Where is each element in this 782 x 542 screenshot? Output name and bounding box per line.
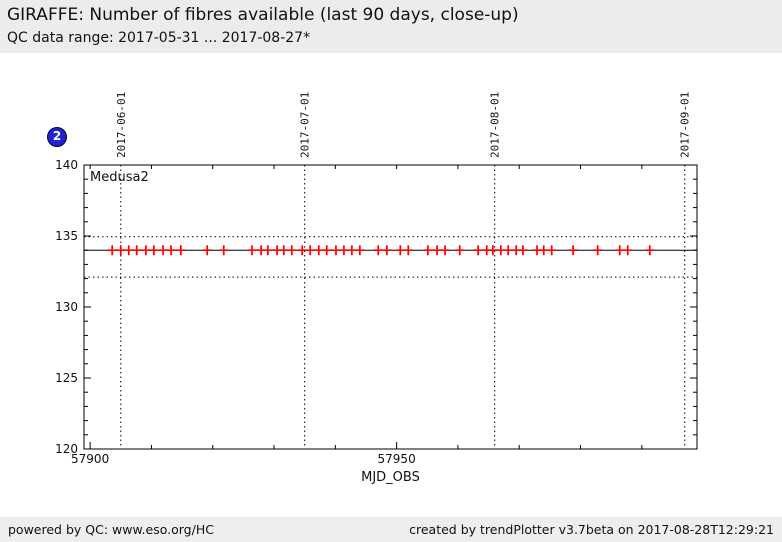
data-point-marker <box>297 245 307 256</box>
data-point-marker <box>116 245 126 256</box>
data-point-marker <box>503 245 513 256</box>
data-point-marker <box>263 245 273 256</box>
data-point-marker <box>247 245 257 256</box>
data-point-marker <box>124 245 134 256</box>
x-axis-tick-label: 57950 <box>378 452 416 466</box>
data-point-marker <box>518 245 528 256</box>
plot-frame <box>83 164 698 450</box>
data-point-marker <box>615 245 625 256</box>
month-date-label: 2017-08-01 <box>489 92 502 158</box>
data-point-marker <box>176 245 186 256</box>
data-point-marker <box>395 245 405 256</box>
data-point-marker <box>149 245 159 256</box>
data-point-marker <box>455 245 465 256</box>
data-point-marker <box>440 245 450 256</box>
plot-number-badge[interactable]: 2 <box>47 127 67 147</box>
y-axis-tick-label: 140 <box>55 158 78 172</box>
data-point-marker <box>488 245 498 256</box>
series-label: Medusa2 <box>90 170 149 185</box>
data-point-marker <box>593 245 603 256</box>
data-point-marker <box>347 245 357 256</box>
data-point-marker <box>539 245 549 256</box>
x-axis-title: MJD_OBS <box>361 470 420 485</box>
data-point-marker <box>202 245 212 256</box>
data-point-marker <box>373 245 383 256</box>
page-title: GIRAFFE: Number of fibres available (las… <box>7 5 519 25</box>
data-point-marker <box>382 245 392 256</box>
footer-bar: powered by QC: www.eso.org/HC created by… <box>0 517 782 542</box>
data-point-marker <box>547 245 557 256</box>
data-point-marker <box>279 245 289 256</box>
data-point-marker <box>473 245 483 256</box>
footer-created-by: created by trendPlotter v3.7beta on 2017… <box>409 522 774 537</box>
data-point-marker <box>423 245 433 256</box>
header-band: GIRAFFE: Number of fibres available (las… <box>0 0 782 53</box>
data-point-marker <box>314 245 324 256</box>
data-point-marker <box>403 245 413 256</box>
data-point-marker <box>141 245 151 256</box>
month-date-label: 2017-09-01 <box>679 92 692 158</box>
data-point-marker <box>432 245 442 256</box>
data-point-marker <box>339 245 349 256</box>
data-point-marker <box>166 245 176 256</box>
data-point-marker <box>322 245 332 256</box>
data-point-marker <box>645 245 655 256</box>
month-date-label: 2017-07-01 <box>299 92 312 158</box>
y-axis-tick-label: 125 <box>55 371 78 385</box>
footer-powered-by: powered by QC: www.eso.org/HC <box>8 522 214 537</box>
month-date-label: 2017-06-01 <box>115 92 128 158</box>
qc-data-range: QC data range: 2017-05-31 ... 2017-08-27… <box>7 30 311 46</box>
y-axis-tick-label: 135 <box>55 229 78 243</box>
data-point-marker <box>331 245 341 256</box>
data-point-marker <box>355 245 365 256</box>
x-axis-tick-label: 57900 <box>71 452 109 466</box>
y-axis-tick-label: 130 <box>55 300 78 314</box>
data-point-marker <box>107 245 117 256</box>
data-point-marker <box>305 245 315 256</box>
data-point-marker <box>219 245 229 256</box>
y-axis-tick-label: 120 <box>55 442 78 456</box>
data-point-marker <box>623 245 633 256</box>
data-point-marker <box>158 245 168 256</box>
data-point-marker <box>132 245 142 256</box>
data-point-marker <box>568 245 578 256</box>
data-point-marker <box>287 245 297 256</box>
